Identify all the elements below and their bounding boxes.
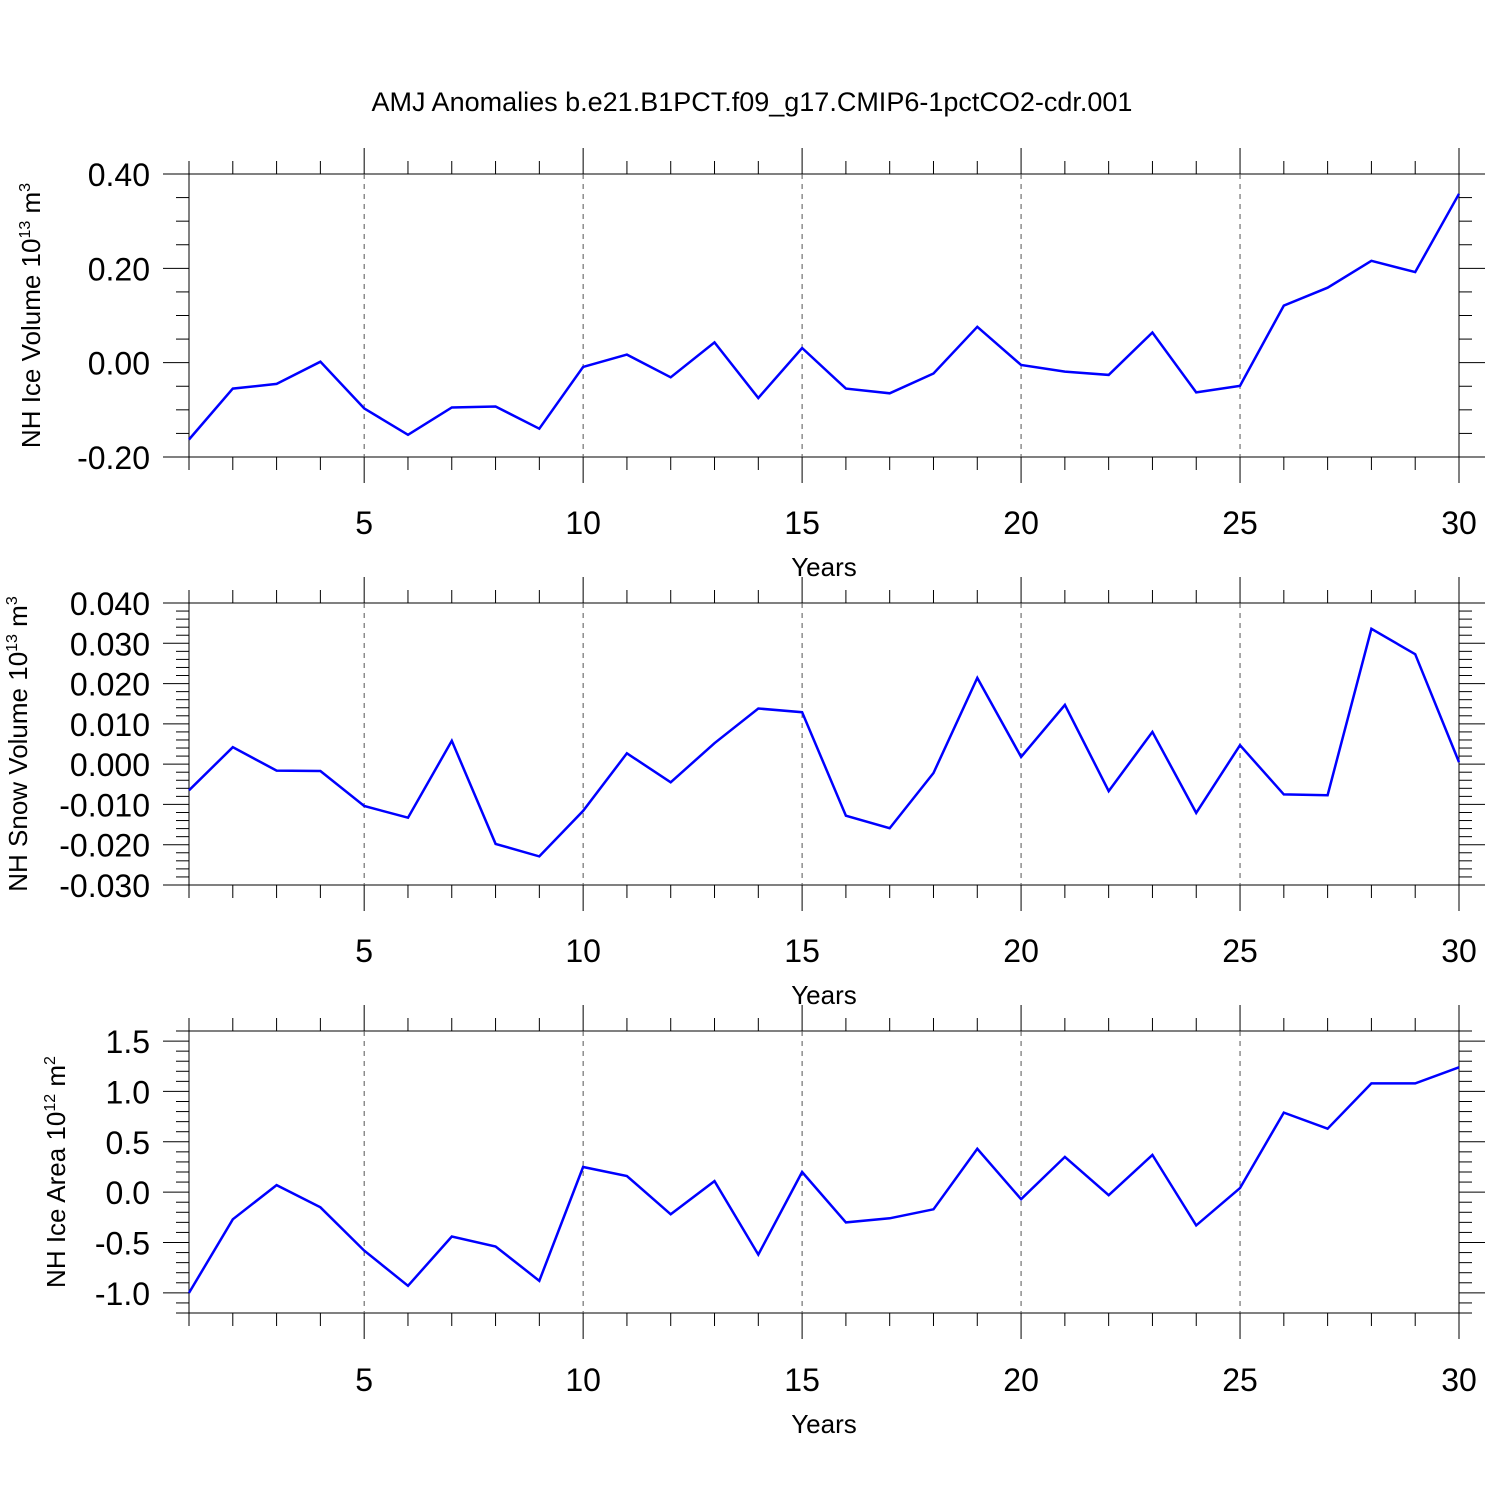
- y-tick-label: -0.010: [59, 787, 150, 823]
- y-axis-label: NH Ice Area 1012 m2: [41, 1056, 71, 1288]
- y-tick-label: 0.0: [106, 1175, 150, 1211]
- x-tick-label: 5: [355, 933, 373, 969]
- x-tick-label: 10: [565, 505, 601, 541]
- plot-frame: [188, 602, 1460, 886]
- x-tick-label: 25: [1222, 933, 1258, 969]
- y-tick-label: 0.5: [106, 1125, 150, 1161]
- y-tick-label: 0.00: [88, 346, 150, 382]
- ice-volume-panel: 5 10 15 20 25 30 Years 0.40 0.20 0.00 -0.20 NH Ice …: [16, 148, 1485, 582]
- snow-volume-panel: 5 10 15 20 25 30 Years 0.040 0.030 0.020 0.010 0.00…: [3, 577, 1485, 1010]
- x-tick-label: 20: [1003, 505, 1039, 541]
- x-tick-label: 15: [784, 933, 820, 969]
- x-tick-label: 5: [355, 505, 373, 541]
- data-series-line: [187, 1066, 1460, 1294]
- x-axis-label: Years: [791, 980, 857, 1010]
- y-tick-label: -0.020: [59, 828, 150, 864]
- data-series-line: [188, 193, 1461, 441]
- y-tick-label: 0.20: [88, 251, 150, 287]
- x-axis-label: Years: [791, 552, 857, 582]
- ice-area-panel: 5 10 15 20 25 30 Years 1.5 1.0 0.5 0.0 -0.5 -1.0 NH I…: [41, 1005, 1485, 1439]
- y-tick-label: 1.0: [106, 1074, 150, 1110]
- x-tick-label: 15: [784, 1362, 820, 1398]
- y-tick-label: -0.20: [77, 440, 150, 476]
- x-tick-label: 20: [1003, 1362, 1039, 1398]
- x-tick-label: 30: [1441, 505, 1477, 541]
- x-tick-label: 5: [355, 1362, 373, 1398]
- y-tick-label: -0.5: [95, 1226, 150, 1262]
- y-tick-label: 0.020: [70, 667, 150, 703]
- x-tick-label: 15: [784, 505, 820, 541]
- y-tick-label: -1.0: [95, 1276, 150, 1312]
- x-tick-label: 10: [565, 933, 601, 969]
- y-axis-label: NH Snow Volume 1013 m3: [3, 596, 33, 892]
- x-tick-label: 20: [1003, 933, 1039, 969]
- x-tick-label: 25: [1222, 1362, 1258, 1398]
- y-tick-label: 0.030: [70, 626, 150, 662]
- x-tick-label: 25: [1222, 505, 1258, 541]
- y-axis-label: NH Ice Volume 1013 m3: [16, 183, 46, 448]
- x-axis-label: Years: [791, 1409, 857, 1439]
- y-tick-label: 0.040: [70, 586, 150, 622]
- x-tick-label: 30: [1441, 1362, 1477, 1398]
- y-tick-label: 0.40: [88, 157, 150, 193]
- chart-title: AMJ Anomalies b.e21.B1PCT.f09_g17.CMIP6-…: [372, 87, 1133, 117]
- x-tick-label: 30: [1441, 933, 1477, 969]
- y-tick-label: 1.5: [106, 1024, 150, 1060]
- y-tick-label: 0.000: [70, 747, 150, 783]
- y-tick-label: 0.010: [70, 707, 150, 743]
- x-tick-label: 10: [565, 1362, 601, 1398]
- data-series-line: [188, 626, 1461, 858]
- y-tick-label: -0.030: [59, 868, 150, 904]
